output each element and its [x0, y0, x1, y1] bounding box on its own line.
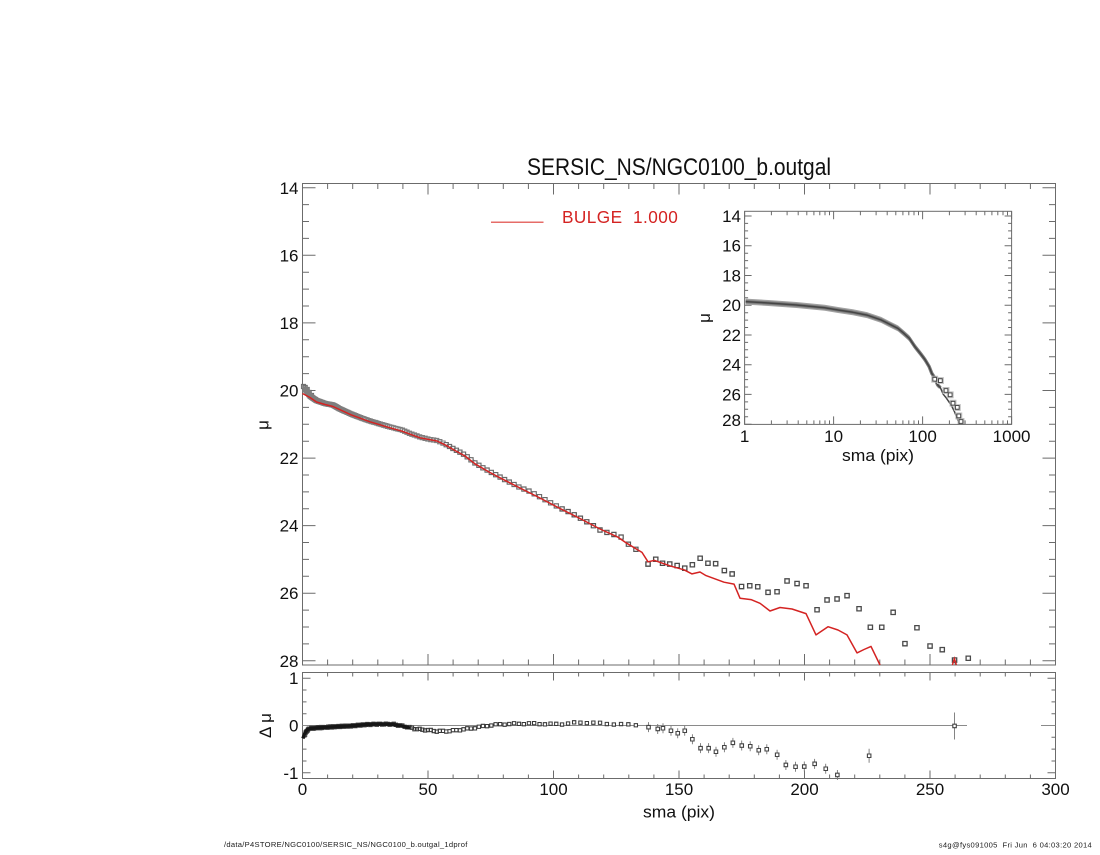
svg-text:0: 0	[298, 780, 307, 799]
svg-text:24: 24	[722, 356, 741, 375]
svg-text:0: 0	[289, 717, 298, 736]
svg-text:sma (pix): sma (pix)	[643, 803, 715, 822]
svg-text:μ: μ	[695, 313, 714, 323]
svg-text:50: 50	[419, 780, 438, 799]
svg-text:Δ μ: Δ μ	[256, 713, 275, 738]
svg-text:100: 100	[539, 780, 567, 799]
svg-text:10: 10	[824, 427, 843, 446]
svg-text:-1: -1	[283, 764, 298, 783]
svg-text:14: 14	[280, 179, 299, 198]
svg-text:250: 250	[916, 780, 944, 799]
svg-text:BULGE 1.000: BULGE 1.000	[562, 207, 678, 227]
svg-text:μ: μ	[254, 420, 273, 430]
svg-text:26: 26	[280, 584, 299, 603]
svg-text:1: 1	[289, 669, 298, 688]
svg-text:20: 20	[280, 382, 299, 401]
svg-text:16: 16	[722, 237, 741, 256]
svg-text:sma (pix): sma (pix)	[842, 446, 914, 465]
svg-text:18: 18	[722, 267, 741, 286]
svg-text:22: 22	[280, 449, 299, 468]
svg-text:20: 20	[722, 296, 741, 315]
svg-text:1: 1	[740, 427, 749, 446]
svg-text:s4g@fys091005 Fri Jun 6 04:0: s4g@fys091005 Fri Jun 6 04:03:20 2014	[939, 841, 1092, 850]
svg-text:18: 18	[280, 314, 299, 333]
svg-text:SERSIC_NS/NGC0100_b.outgal: SERSIC_NS/NGC0100_b.outgal	[527, 155, 831, 181]
svg-text:1000: 1000	[993, 427, 1031, 446]
svg-text:14: 14	[722, 207, 741, 226]
svg-text:100: 100	[908, 427, 936, 446]
svg-text:/data/P4STORE/NGC0100/SERSIC_N: /data/P4STORE/NGC0100/SERSIC_NS/NGC0100_…	[224, 840, 468, 849]
svg-text:22: 22	[722, 326, 741, 345]
svg-text:16: 16	[280, 246, 299, 265]
svg-text:200: 200	[790, 780, 818, 799]
svg-text:150: 150	[665, 780, 693, 799]
svg-text:24: 24	[280, 517, 299, 536]
svg-text:28: 28	[722, 411, 741, 430]
svg-text:28: 28	[280, 652, 299, 671]
svg-text:26: 26	[722, 385, 741, 404]
svg-text:300: 300	[1041, 780, 1069, 799]
